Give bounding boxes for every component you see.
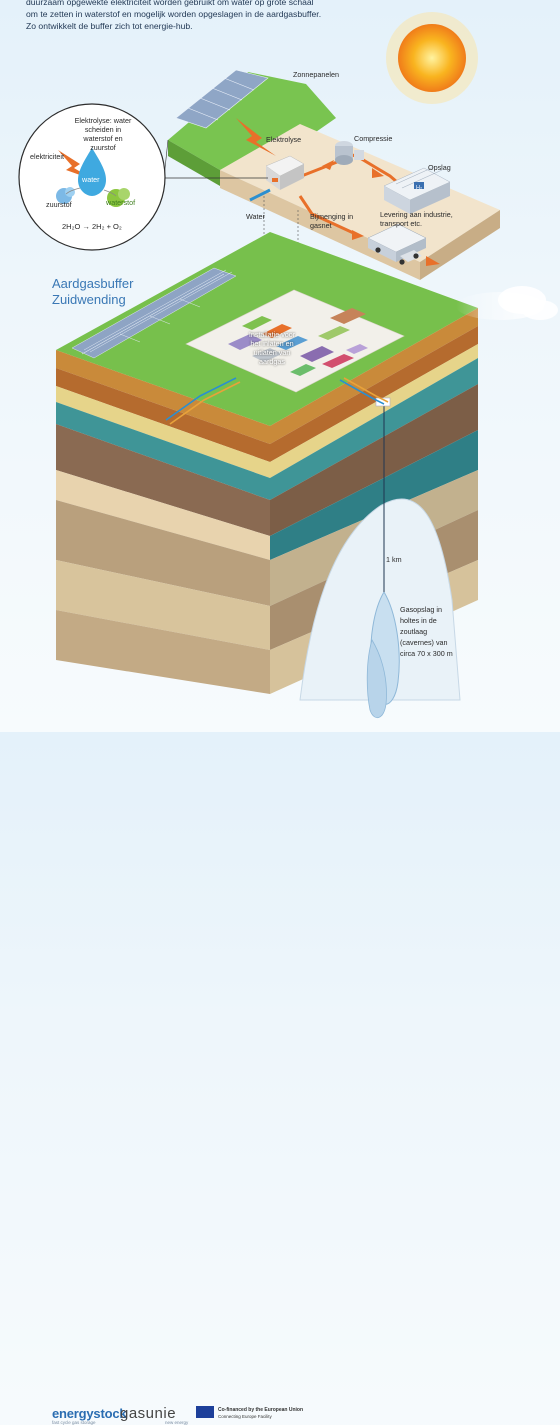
buffer-title: Aardgasbuffer Zuidwending	[52, 276, 134, 307]
hydrogen-chain-panel	[168, 69, 500, 280]
water-drop-icon	[78, 148, 106, 196]
label-zuurstof: zuurstof	[46, 200, 72, 209]
eu-facility: Connecting Europe Facility	[218, 1414, 272, 1419]
label-opslag: Opslag	[428, 163, 451, 172]
solar-field	[71, 267, 237, 359]
lightning-icon	[58, 150, 94, 180]
formula: 2H₂O → 2H₂ + O₂	[62, 222, 122, 231]
underground-block	[56, 232, 478, 718]
label-compressie: Compressie	[354, 134, 393, 143]
eu-cofinanced: Co-financed by the European Union	[218, 1407, 304, 1413]
eu-flag-icon	[196, 1406, 214, 1418]
compressor-icon	[335, 141, 364, 165]
label-zonnepanelen: Zonnepanelen	[293, 70, 339, 79]
circle-title: Elektrolyse: water scheiden in waterstof…	[74, 116, 132, 152]
steam-cloud	[456, 286, 558, 320]
gasunie-tagline: new energy	[165, 1420, 189, 1425]
energy-hub-illustration	[18, 12, 558, 718]
arrow-icon	[372, 168, 384, 178]
label-installatie: Installatie voor het inlaten en uitlaten…	[248, 330, 296, 366]
intro-text: duurzaam opgewekte elektriciteit worden …	[26, 0, 322, 31]
arrow-icon	[322, 160, 334, 170]
label-water-drop: water	[82, 175, 100, 184]
arrow-icon	[352, 230, 364, 240]
electrolyser-icon	[265, 155, 305, 190]
label-water: Water	[246, 212, 265, 221]
label-levering: Levering aan industrie, transport etc.	[380, 210, 453, 228]
electricity-arrow-icon	[236, 118, 276, 156]
label-elektriciteit: elektriciteit	[30, 152, 64, 161]
truck-icon	[367, 223, 427, 265]
electrolysis-circle	[18, 103, 166, 251]
h2-tag: H₂	[416, 185, 423, 191]
installation-buildings	[228, 308, 368, 376]
arrow-icon	[426, 256, 440, 266]
label-bijmenging: Bijmenging in gasnet	[310, 212, 354, 230]
label-gasopslag: Gasopslag in holtes in de zoutlaag (cave…	[400, 605, 453, 658]
footer: energystock fast cycle gas storage gasun…	[0, 700, 560, 1425]
energystock-tagline: fast cycle gas storage	[52, 1420, 96, 1425]
energystock-logo: energystock	[52, 1406, 127, 1421]
label-depth: 1 km	[386, 555, 402, 564]
storage-tank-icon	[383, 165, 451, 214]
solar-panel-array	[175, 69, 269, 129]
sun-icon	[386, 12, 478, 104]
label-waterstof: waterstof	[106, 198, 136, 207]
label-elektrolyse: Elektrolyse	[266, 135, 302, 144]
